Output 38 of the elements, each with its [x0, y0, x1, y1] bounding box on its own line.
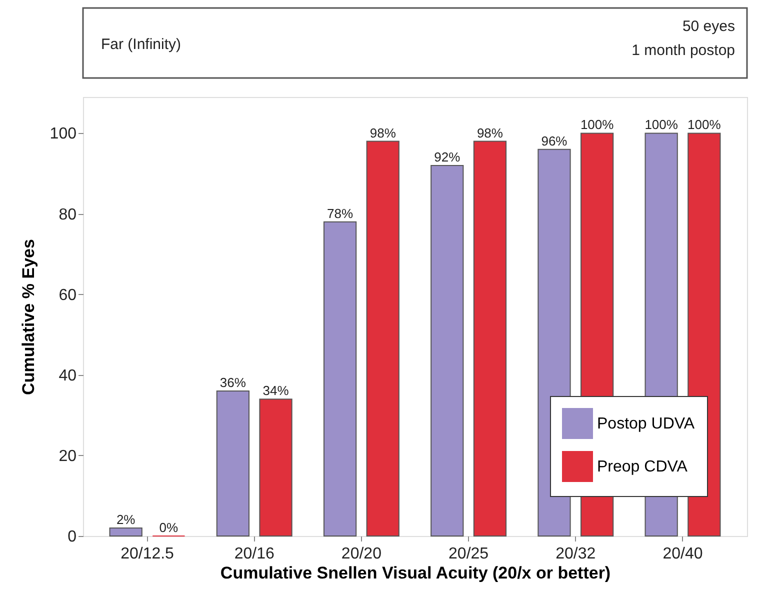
data-label: 78%	[327, 206, 354, 221]
bar	[259, 398, 292, 536]
y-tick-label: 60	[58, 286, 77, 304]
data-label: 0%	[159, 520, 179, 535]
y-tick-label: 80	[58, 206, 77, 224]
y-tick-label: 40	[58, 367, 77, 384]
data-label: 98%	[476, 125, 504, 140]
x-tick-label: 20/16	[234, 546, 274, 562]
data-label: 100%	[688, 117, 722, 132]
x-axis-title: Cumulative Snellen Visual Acuity (20/x or better)	[220, 564, 611, 582]
x-tick-label: 20/20	[341, 546, 382, 562]
data-label: 96%	[541, 133, 568, 148]
data-label: 100%	[644, 117, 678, 132]
x-tick-label: 20/40	[662, 546, 703, 562]
legend-label: Preop CDVA	[597, 458, 688, 476]
data-label: 92%	[434, 149, 461, 164]
data-label: 98%	[370, 125, 396, 140]
bar	[323, 221, 357, 536]
y-tick-label: 20	[58, 448, 77, 465]
text: Far (Infinity)	[101, 36, 182, 53]
x-tick-label: 20/32	[556, 546, 596, 562]
data-label: 36%	[220, 375, 246, 390]
data-label: 34%	[262, 383, 290, 398]
bar	[473, 140, 507, 536]
text: 50 eyes	[682, 18, 735, 35]
y-axis-title: Cumulative % Eyes	[18, 239, 38, 395]
bar	[430, 164, 464, 536]
x-tick-label: 20/12.5	[120, 546, 174, 562]
x-tick-label: 20/25	[448, 546, 489, 562]
y-tick-label: 100	[50, 126, 77, 143]
legend-label: Postop UDVA	[597, 416, 695, 432]
data-label: 2%	[116, 512, 136, 527]
bar	[216, 390, 250, 536]
text: 1 month postop	[632, 42, 735, 59]
bar	[109, 527, 142, 536]
data-label: 100%	[580, 117, 614, 132]
bar	[366, 140, 400, 536]
y-tick-label: 0	[68, 528, 77, 546]
